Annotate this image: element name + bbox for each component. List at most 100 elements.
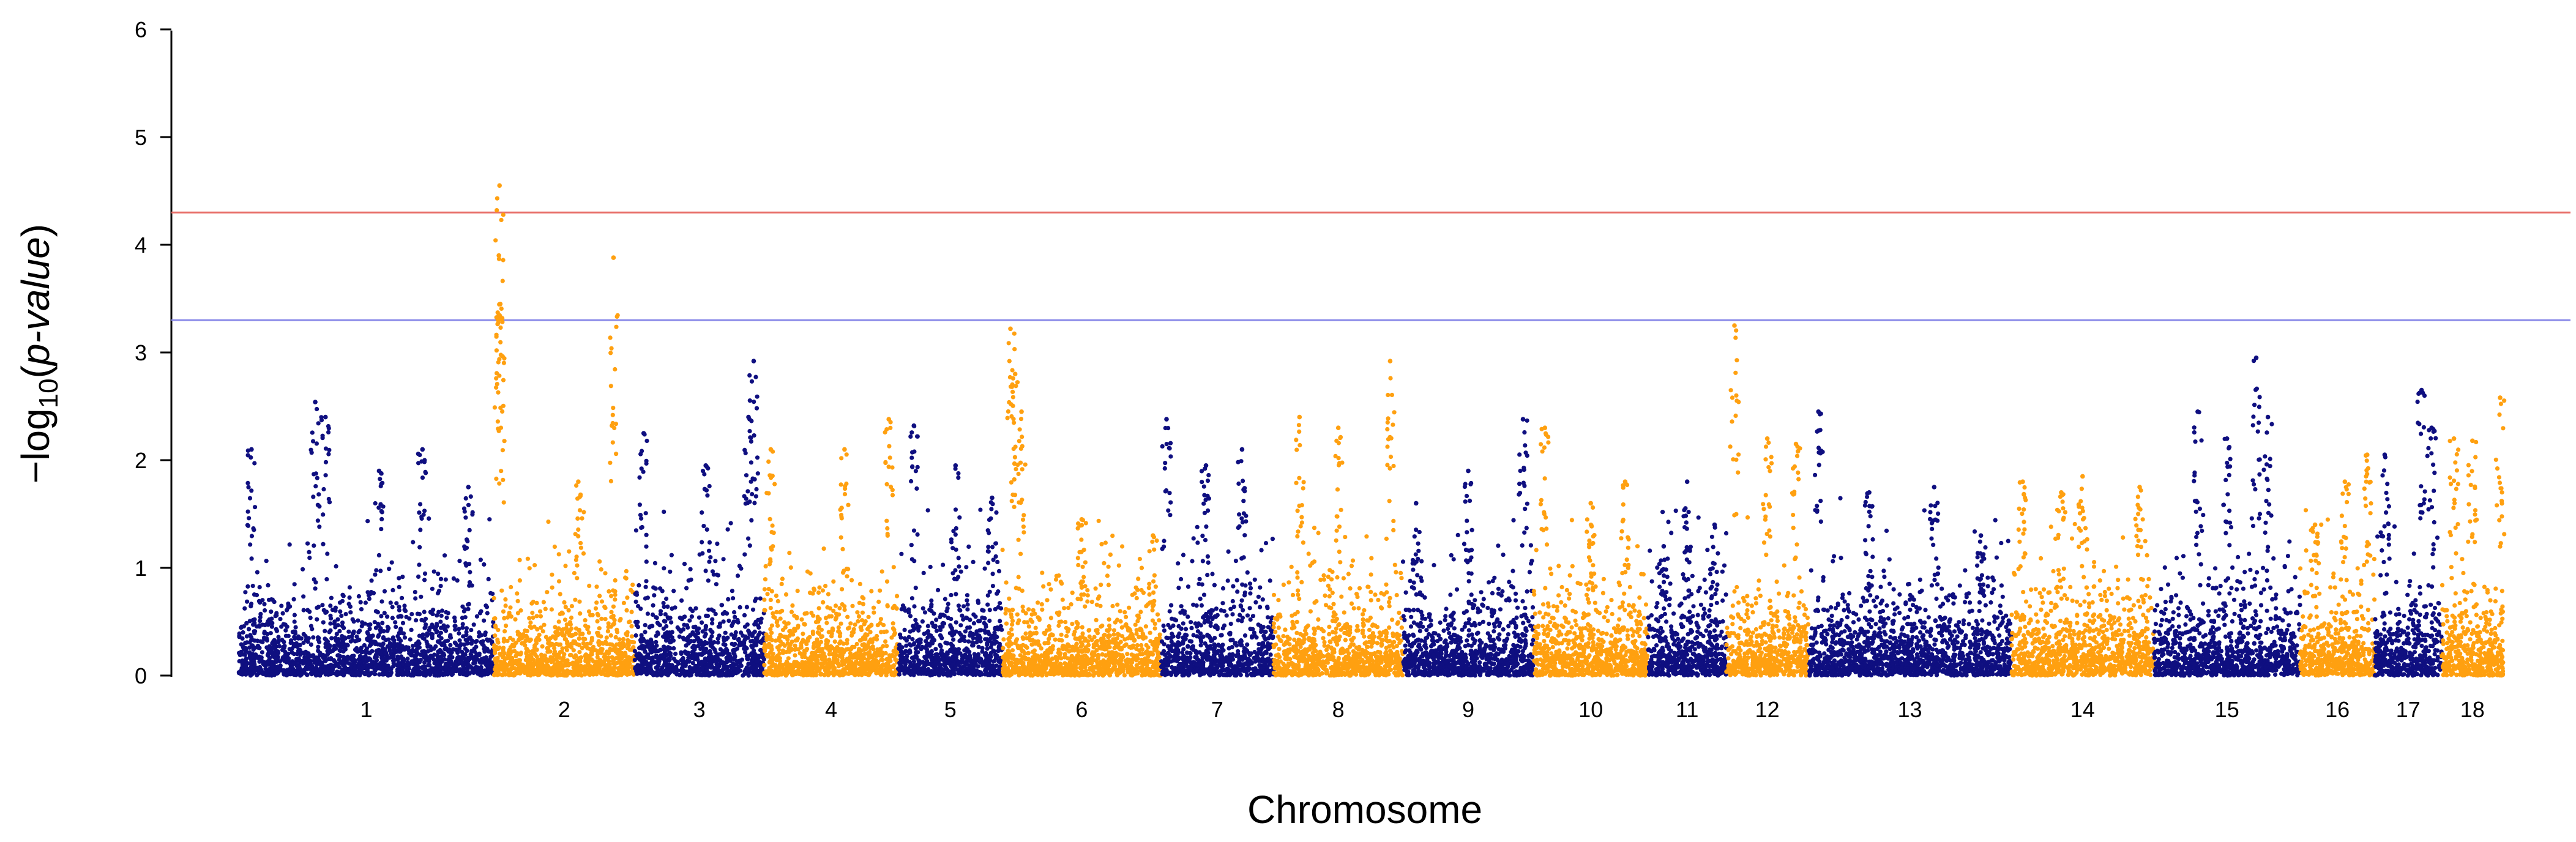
snp-point xyxy=(588,672,592,677)
snp-point xyxy=(291,661,296,666)
snp-point xyxy=(712,669,717,674)
snp-point xyxy=(652,593,657,598)
snp-point xyxy=(577,636,581,641)
snp-point xyxy=(513,659,518,664)
snp-peak-point xyxy=(311,494,316,499)
snp-point xyxy=(436,609,441,614)
snp-point xyxy=(537,632,542,638)
snp-point xyxy=(266,619,271,624)
snp-point xyxy=(837,612,842,617)
snp-point xyxy=(792,613,797,618)
snp-peak-point xyxy=(319,415,324,420)
snp-point xyxy=(477,651,482,656)
snp-peak-point xyxy=(249,556,254,561)
snp-peak-point xyxy=(608,479,614,483)
snp-peak-point xyxy=(245,509,250,514)
snp-point xyxy=(260,639,265,644)
snp-point xyxy=(780,608,785,613)
snp-point xyxy=(481,656,487,661)
snp-point xyxy=(393,620,398,625)
snp-point xyxy=(507,612,512,617)
snp-point xyxy=(611,604,616,609)
snp-point xyxy=(493,667,498,672)
snp-point xyxy=(821,600,826,605)
snp-peak-point xyxy=(744,473,749,478)
snp-point xyxy=(452,640,458,645)
snp-point xyxy=(287,647,292,652)
snp-point xyxy=(558,592,562,597)
snp-point xyxy=(356,665,362,669)
snp-point xyxy=(621,636,626,642)
snp-point xyxy=(815,649,820,654)
snp-point xyxy=(678,616,682,620)
snp-peak-point xyxy=(700,510,704,515)
snp-point xyxy=(340,592,345,597)
snp-point xyxy=(668,616,673,620)
snp-peak-point xyxy=(316,492,321,497)
snp-point xyxy=(777,647,782,652)
snp-point xyxy=(492,643,497,648)
snp-peak-point xyxy=(749,379,755,384)
snp-peak-point xyxy=(417,510,422,515)
snp-point xyxy=(243,641,248,646)
snp-peak-point xyxy=(376,505,381,510)
snp-point xyxy=(670,663,674,668)
snp-point xyxy=(274,628,279,633)
snp-point xyxy=(654,655,659,660)
snp-point xyxy=(721,557,726,562)
snp-peak-point xyxy=(578,492,583,497)
snp-point xyxy=(398,614,403,619)
snp-point xyxy=(871,661,876,666)
snp-point xyxy=(921,570,926,576)
snp-point xyxy=(242,606,247,611)
snp-point xyxy=(603,672,608,677)
snp-peak-top xyxy=(751,359,756,363)
snp-point xyxy=(400,620,406,625)
snp-point xyxy=(257,623,262,628)
snp-point xyxy=(824,638,829,643)
snp-point xyxy=(244,620,249,625)
snp-point xyxy=(668,639,673,644)
snp-point xyxy=(392,638,397,643)
snp-point xyxy=(719,603,725,608)
snp-peak-top xyxy=(313,400,318,404)
snp-point xyxy=(655,620,660,625)
snp-point xyxy=(732,610,737,615)
snp-peak-point xyxy=(501,477,506,482)
snp-point xyxy=(633,599,638,605)
snp-point xyxy=(956,603,961,608)
snp-point xyxy=(249,602,254,606)
snp-point xyxy=(540,644,545,649)
snp-peak-top xyxy=(641,431,646,436)
snp-peak-point xyxy=(577,508,583,513)
snp-point xyxy=(437,639,442,644)
snp-point xyxy=(397,636,402,641)
snp-point xyxy=(329,595,334,600)
snp-peak-point xyxy=(614,452,619,456)
snp-peak-point xyxy=(321,486,326,492)
snp-point xyxy=(819,634,825,639)
snp-point xyxy=(751,648,756,653)
snp-point xyxy=(411,644,416,649)
snp-point xyxy=(293,625,298,630)
snp-point xyxy=(515,632,521,637)
snp-point xyxy=(859,648,864,653)
snp-point xyxy=(358,600,363,605)
snp-point xyxy=(594,600,599,605)
snp-point xyxy=(521,664,526,669)
snp-point xyxy=(646,666,651,671)
snp-point xyxy=(385,624,390,630)
snp-point xyxy=(305,608,310,613)
snp-point xyxy=(823,616,829,620)
snp-peak-point xyxy=(839,456,844,461)
snp-point xyxy=(793,638,798,643)
snp-point xyxy=(641,644,646,649)
snp-peak-point xyxy=(742,552,747,557)
snp-peak-point xyxy=(608,335,613,340)
snp-point xyxy=(562,600,567,605)
snp-point xyxy=(884,644,889,649)
snp-point xyxy=(795,625,801,630)
snp-point xyxy=(441,623,446,628)
snp-point xyxy=(302,667,307,672)
snp-point xyxy=(878,588,883,593)
